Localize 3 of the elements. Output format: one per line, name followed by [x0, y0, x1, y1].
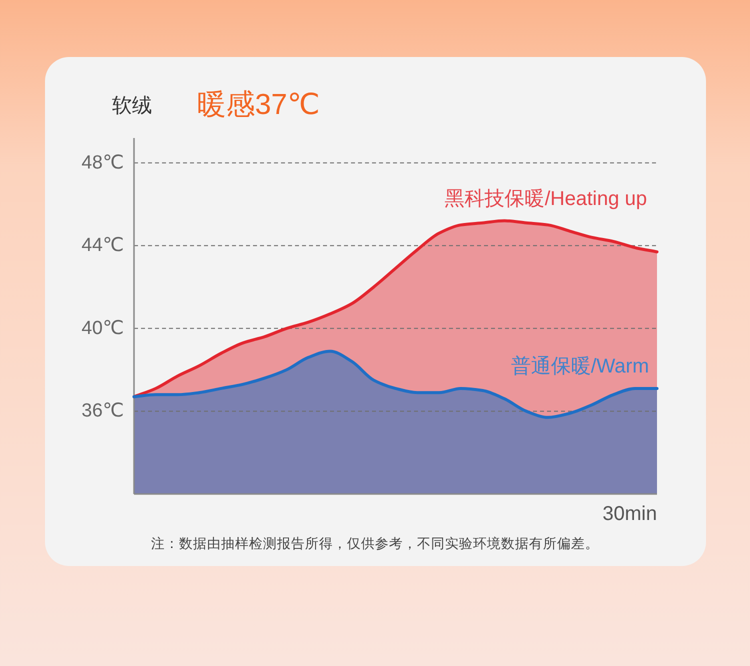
title: 软绒 [112, 95, 152, 117]
note: 注：数据由抽样检测报告所得，仅供参考，不同实验环境数据有所偏差。 [151, 536, 599, 551]
subtitle: 暖感37℃ [197, 89, 320, 121]
